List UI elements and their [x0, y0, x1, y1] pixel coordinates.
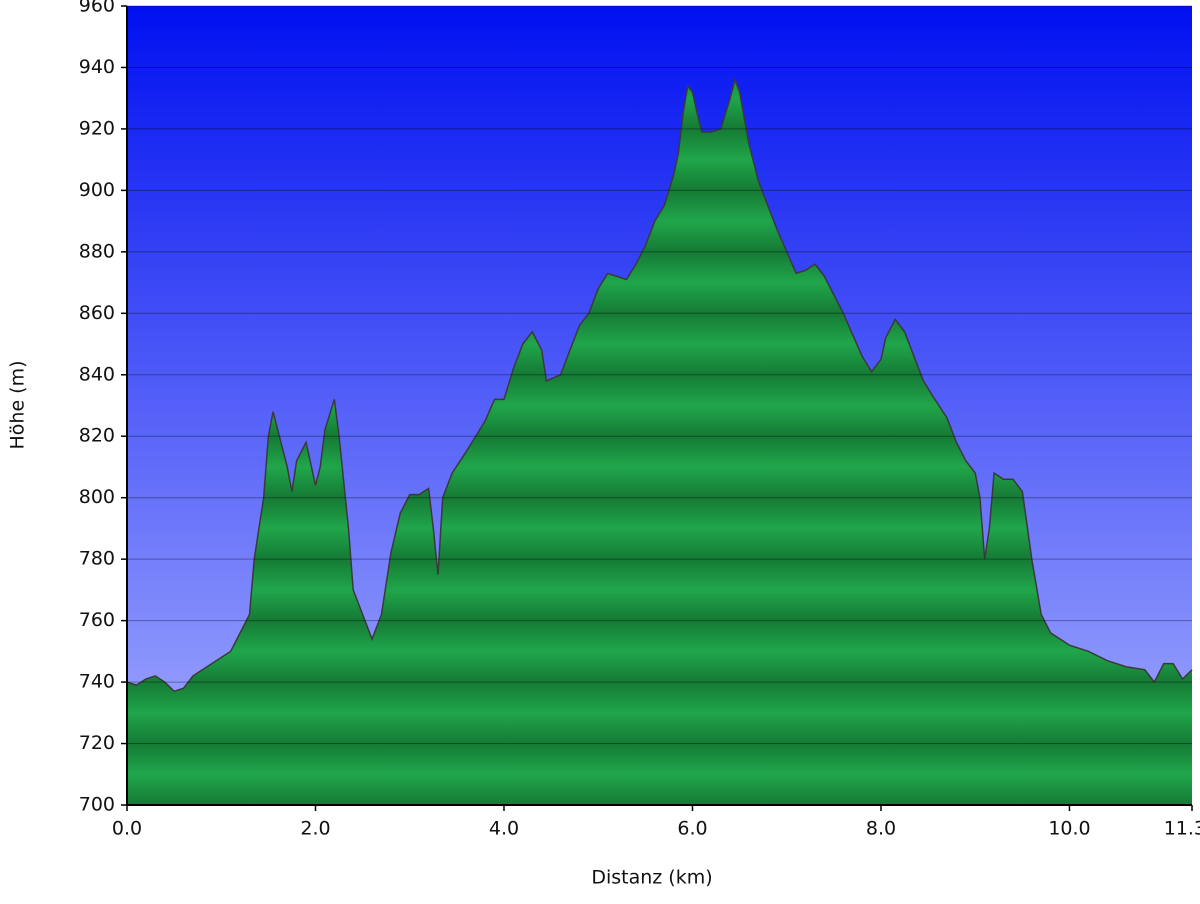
y-tick-label: 900 [79, 179, 115, 201]
x-tick-label: 4.0 [489, 818, 519, 840]
x-axis-title: Distanz (km) [591, 867, 712, 889]
y-tick-label: 740 [79, 671, 115, 693]
y-tick-label: 820 [79, 425, 115, 447]
x-tick-label: 11.3 [1164, 818, 1200, 840]
y-tick-label: 920 [79, 117, 115, 139]
y-tick-label: 760 [79, 609, 115, 631]
y-tick-label: 800 [79, 486, 115, 508]
y-axis-title: Höhe (m) [7, 360, 29, 449]
y-tick-label: 940 [79, 56, 115, 78]
x-tick-label: 2.0 [300, 818, 330, 840]
y-tick-label: 840 [79, 363, 115, 385]
x-tick-label: 10.0 [1048, 818, 1090, 840]
y-tick-label: 700 [79, 794, 115, 816]
x-tick-label: 6.0 [677, 818, 707, 840]
y-tick-label: 780 [79, 548, 115, 570]
y-tick-label: 960 [79, 0, 115, 17]
area-line [126, 77, 1193, 693]
area [127, 79, 1192, 805]
y-tick-label: 720 [79, 732, 115, 754]
x-tick-label: 0.0 [112, 818, 142, 840]
y-tick-label: 880 [79, 240, 115, 262]
y-tick-label: 860 [79, 302, 115, 324]
x-tick-label: 8.0 [866, 818, 896, 840]
